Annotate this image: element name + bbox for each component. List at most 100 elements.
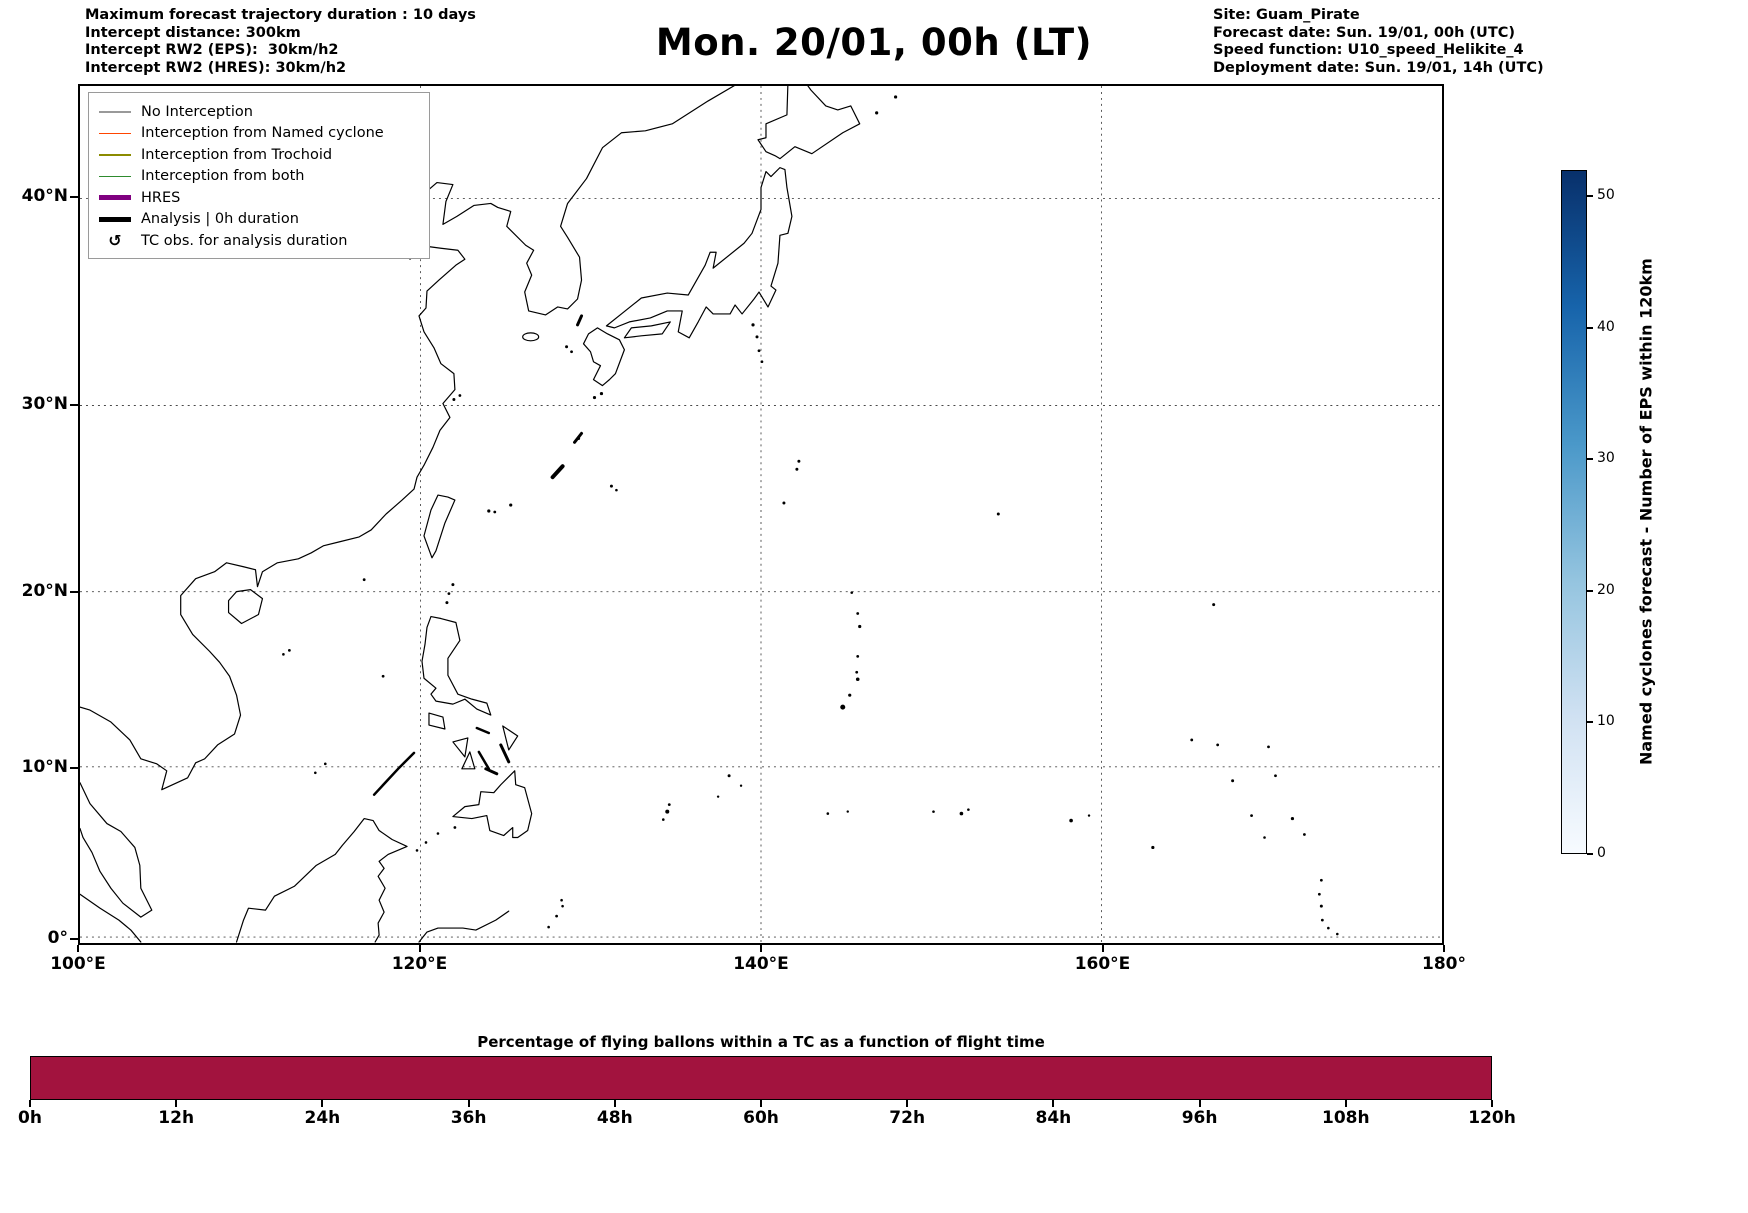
legend-line-sample bbox=[99, 195, 131, 201]
tc-obs-symbol: ↺ bbox=[108, 231, 122, 251]
bottom-axis-tick-mark bbox=[467, 1100, 470, 1107]
bottom-axis-tick-label: 96h bbox=[1181, 1108, 1218, 1128]
bottom-axis-tick-label: 84h bbox=[1035, 1108, 1072, 1128]
x-tick-mark bbox=[1443, 945, 1445, 952]
legend-line bbox=[99, 175, 131, 177]
legend-item: Interception from Named cyclone bbox=[99, 123, 419, 145]
map-panel: No Interception Interception from Named c… bbox=[78, 84, 1444, 945]
coastline-honshu bbox=[605, 167, 793, 339]
bottom-axis-tick-mark bbox=[29, 1100, 31, 1107]
colorbar-tick-label: 40 bbox=[1597, 318, 1615, 335]
page-title: Mon. 20/01, 00h (LT) bbox=[655, 21, 1093, 64]
bottom-axis-tick-label: 12h bbox=[158, 1108, 195, 1128]
coastline-luzon bbox=[421, 615, 492, 716]
header-info-right: Site: Guam_Pirate Forecast date: Sun. 19… bbox=[1213, 7, 1544, 77]
colorbar-tick-mark bbox=[1587, 853, 1593, 855]
legend-item: ↺ TC obs. for analysis duration bbox=[99, 230, 419, 252]
y-tick-mark bbox=[70, 938, 78, 940]
colorbar-tick-label: 20 bbox=[1597, 581, 1615, 598]
coastline-sumatra bbox=[80, 893, 142, 943]
bottom-axis-tick-label: 72h bbox=[889, 1108, 926, 1128]
legend-item-label: No Interception bbox=[141, 103, 253, 120]
bottom-axis-tick-mark bbox=[1344, 1100, 1347, 1107]
legend-line bbox=[99, 111, 131, 113]
colorbar-tick-label: 30 bbox=[1597, 450, 1615, 467]
x-tick-mark bbox=[1101, 945, 1104, 952]
bottom-axis-tick-label: 48h bbox=[596, 1108, 633, 1128]
info-line: Deployment date: Sun. 19/01, 14h (UTC) bbox=[1213, 59, 1544, 76]
coastline-visayas bbox=[452, 725, 519, 776]
legend-line bbox=[99, 132, 131, 134]
colorbar-gradient bbox=[1561, 170, 1587, 854]
y-tick-label: 0° bbox=[47, 928, 68, 948]
colorbar-tick-mark bbox=[1587, 589, 1593, 592]
colorbar-tick-mark bbox=[1587, 721, 1593, 724]
x-tick-label: 160°E bbox=[1074, 954, 1131, 974]
y-tick-label: 20°N bbox=[21, 581, 68, 601]
header-info-left: Maximum forecast trajectory duration : 1… bbox=[85, 7, 476, 77]
x-tick-label: 120°E bbox=[391, 954, 448, 974]
colorbar-tick-label: 50 bbox=[1597, 187, 1615, 204]
legend-item: Interception from both bbox=[99, 166, 419, 188]
legend-item-label: Interception from Named cyclone bbox=[141, 125, 384, 142]
coastline-hainan bbox=[227, 589, 264, 625]
x-tick-label: 100°E bbox=[50, 954, 106, 974]
y-tick-mark bbox=[70, 404, 78, 406]
legend-line-sample bbox=[99, 132, 131, 134]
info-line: Intercept distance: 300km bbox=[85, 24, 301, 41]
map-legend: No Interception Interception from Named c… bbox=[88, 92, 430, 259]
y-tick-mark bbox=[70, 767, 78, 769]
map-canvas bbox=[80, 86, 1442, 943]
info-line: Site: Guam_Pirate bbox=[1213, 7, 1360, 23]
bottom-axis-tick-label: 120h bbox=[1468, 1108, 1516, 1128]
legend-item: No Interception bbox=[99, 101, 419, 123]
bottom-axis-tick-mark bbox=[1198, 1100, 1201, 1107]
coastline-malay-peninsula bbox=[80, 782, 153, 918]
legend-line-sample bbox=[99, 154, 131, 156]
bottom-axis-tick-label: 0h bbox=[18, 1108, 42, 1128]
y-tick-mark bbox=[70, 591, 78, 593]
info-line: Intercept RW2 (HRES): 30km/h2 bbox=[85, 59, 347, 76]
y-tick-label: 40°N bbox=[21, 186, 68, 206]
x-tick-mark bbox=[77, 945, 79, 952]
bottom-axis-tick-label: 60h bbox=[743, 1108, 779, 1128]
legend-item-label: Analysis | 0h duration bbox=[141, 211, 299, 228]
info-line: Intercept RW2 (EPS): 30km/h2 bbox=[85, 42, 339, 58]
coastline-palawan bbox=[372, 751, 416, 796]
bottom-axis-tick-mark bbox=[321, 1100, 324, 1107]
bottom-axis-tick-label: 36h bbox=[450, 1108, 487, 1128]
bottom-axis-tick-mark bbox=[1491, 1100, 1493, 1107]
coastline-taiwan bbox=[423, 494, 456, 559]
colorbar-tick-mark bbox=[1587, 458, 1593, 461]
colorbar-tick-label: 0 bbox=[1597, 845, 1606, 861]
colorbar-tick-label: 10 bbox=[1597, 713, 1615, 730]
colorbar-tick-mark bbox=[1587, 195, 1593, 198]
legend-item-label: Interception from both bbox=[141, 168, 305, 185]
coastline-kyushu bbox=[582, 327, 625, 387]
legend-line-sample bbox=[99, 111, 131, 113]
info-line: Forecast date: Sun. 19/01, 00h (UTC) bbox=[1213, 24, 1515, 41]
y-tick-label: 10°N bbox=[21, 757, 68, 777]
legend-item: Interception from Trochoid bbox=[99, 144, 419, 166]
legend-item-label: HRES bbox=[141, 189, 181, 206]
coastline-mindanao bbox=[452, 770, 533, 839]
bottom-axis-tick-mark bbox=[175, 1100, 178, 1107]
x-tick-label: 180° bbox=[1422, 954, 1466, 974]
bottom-axis-tick-label: 108h bbox=[1322, 1108, 1370, 1128]
x-tick-mark bbox=[760, 945, 762, 952]
bottom-axis-tick-mark bbox=[1052, 1100, 1055, 1107]
legend-line bbox=[99, 195, 131, 201]
legend-line bbox=[99, 154, 131, 156]
colorbar-tick-mark bbox=[1587, 326, 1593, 329]
island-dots bbox=[282, 95, 1339, 936]
bottom-axis-tick-mark bbox=[906, 1100, 909, 1107]
x-tick-mark bbox=[418, 945, 421, 952]
coastline-borneo bbox=[235, 817, 408, 943]
bottom-axis-tick-mark bbox=[613, 1100, 616, 1107]
coastline-asia-mainland bbox=[80, 86, 735, 791]
legend-line-sample bbox=[99, 175, 131, 177]
bottom-axis-tick-mark bbox=[760, 1100, 762, 1107]
coastline-shikoku bbox=[623, 321, 671, 339]
x-tick-label: 140°E bbox=[733, 954, 789, 974]
